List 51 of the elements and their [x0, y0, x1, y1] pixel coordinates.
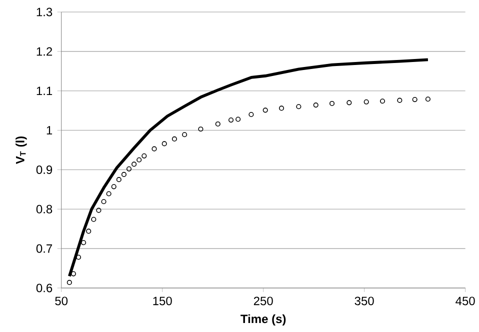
x-tick-label: 50 — [55, 296, 68, 306]
y-tick-label: 0.8 — [36, 204, 52, 214]
x-axis-title: Time (s) — [240, 314, 286, 326]
point — [329, 100, 335, 106]
point — [136, 157, 142, 162]
point — [91, 216, 96, 222]
point — [380, 98, 386, 104]
point — [96, 208, 102, 213]
y-tick-label: 0.9 — [36, 165, 52, 174]
point — [121, 172, 126, 177]
y-axis-title: V$_{T}$ (l) — [16, 136, 27, 164]
point — [142, 153, 147, 158]
point — [152, 146, 157, 152]
point — [66, 280, 72, 285]
point — [126, 166, 132, 172]
x-tick-label: 250 — [254, 296, 273, 306]
y-tick-label: 1.2 — [36, 47, 52, 56]
y-tick-label: 0.7 — [36, 244, 52, 253]
point — [313, 102, 318, 108]
y-tick-label: 0.6 — [36, 284, 52, 292]
point — [182, 132, 188, 138]
point — [172, 136, 177, 142]
point — [228, 118, 234, 123]
x-tick-label: 150 — [153, 296, 172, 306]
point — [198, 126, 204, 132]
point — [162, 141, 167, 146]
point — [111, 184, 116, 190]
line-series — [68, 58, 430, 278]
x-tick-label: 450 — [456, 296, 475, 306]
point — [346, 100, 352, 106]
point — [86, 228, 92, 234]
point — [132, 162, 137, 167]
point — [116, 177, 122, 182]
point — [278, 106, 284, 111]
point — [101, 199, 106, 204]
point — [248, 112, 254, 118]
point — [106, 191, 112, 196]
point — [262, 108, 268, 113]
point — [425, 96, 430, 102]
point — [397, 98, 402, 103]
x-tick-label: 350 — [354, 296, 374, 306]
point — [70, 271, 76, 276]
point — [236, 116, 241, 122]
y-tick-label: 1.1 — [36, 86, 52, 95]
y-tick-label: 1 — [46, 126, 52, 134]
point — [364, 99, 369, 104]
point — [81, 240, 86, 246]
point — [296, 104, 302, 110]
point — [412, 97, 418, 102]
y-tick-label: 1.3 — [36, 8, 52, 16]
point — [215, 121, 220, 127]
